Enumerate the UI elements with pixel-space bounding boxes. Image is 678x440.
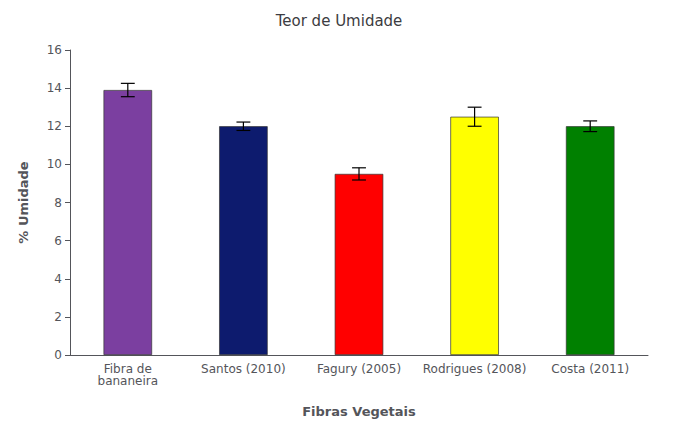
svg-text:6: 6 <box>54 234 62 248</box>
svg-text:Teor de Umidade: Teor de Umidade <box>275 12 403 30</box>
svg-text:8: 8 <box>54 196 62 210</box>
svg-text:Fibra de: Fibra de <box>103 362 152 376</box>
svg-text:2: 2 <box>54 310 62 324</box>
svg-text:bananeira: bananeira <box>98 374 159 388</box>
svg-text:% Umidade: % Umidade <box>16 161 31 243</box>
svg-text:Costa (2011): Costa (2011) <box>551 362 629 376</box>
svg-text:0: 0 <box>54 348 62 362</box>
svg-text:4: 4 <box>54 272 62 286</box>
svg-text:Fibras Vegetais: Fibras Vegetais <box>302 404 416 419</box>
svg-text:16: 16 <box>47 43 62 57</box>
svg-text:Santos (2010): Santos (2010) <box>201 362 286 376</box>
svg-text:Rodrigues (2008): Rodrigues (2008) <box>423 362 527 376</box>
svg-text:10: 10 <box>47 157 62 171</box>
svg-text:Fagury (2005): Fagury (2005) <box>317 362 401 376</box>
svg-text:14: 14 <box>47 81 62 95</box>
svg-text:12: 12 <box>47 119 62 133</box>
